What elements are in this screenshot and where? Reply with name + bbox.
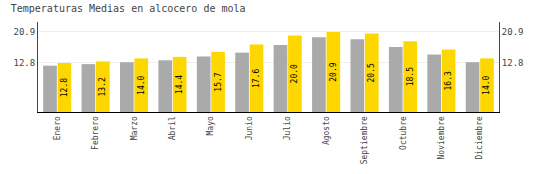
- svg-text:13.2: 13.2: [98, 77, 107, 96]
- svg-text:Julio: Julio: [283, 116, 292, 140]
- svg-text:Mayo: Mayo: [206, 116, 215, 135]
- svg-text:20.9: 20.9: [14, 27, 36, 37]
- svg-text:14.4: 14.4: [175, 75, 184, 94]
- svg-text:Junio: Junio: [245, 116, 254, 140]
- svg-text:Noviembre: Noviembre: [437, 116, 446, 160]
- svg-text:12.8: 12.8: [60, 78, 69, 97]
- svg-text:Enero: Enero: [53, 116, 62, 140]
- svg-text:Octubre: Octubre: [399, 116, 408, 150]
- svg-text:15.7: 15.7: [214, 72, 223, 91]
- svg-text:20.9: 20.9: [502, 27, 524, 37]
- svg-text:17.6: 17.6: [252, 69, 261, 88]
- svg-text:Temperaturas Medias en alcocer: Temperaturas Medias en alcocero de mola: [11, 3, 246, 14]
- svg-text:Septiembre: Septiembre: [360, 116, 369, 164]
- svg-text:14.0: 14.0: [482, 75, 491, 94]
- svg-text:20.5: 20.5: [367, 63, 376, 82]
- svg-text:16.3: 16.3: [444, 71, 453, 90]
- svg-text:20.9: 20.9: [329, 62, 338, 81]
- svg-text:18.5: 18.5: [406, 67, 415, 86]
- svg-text:14.0: 14.0: [137, 75, 146, 94]
- svg-text:Agosto: Agosto: [322, 116, 331, 145]
- svg-text:Marzo: Marzo: [130, 116, 139, 140]
- svg-text:Abril: Abril: [168, 116, 177, 140]
- svg-text:Diciembre: Diciembre: [475, 116, 484, 160]
- svg-text:20.0: 20.0: [290, 64, 299, 83]
- svg-text:12.8: 12.8: [502, 58, 524, 68]
- svg-text:Febrero: Febrero: [91, 116, 100, 150]
- svg-text:12.8: 12.8: [14, 58, 36, 68]
